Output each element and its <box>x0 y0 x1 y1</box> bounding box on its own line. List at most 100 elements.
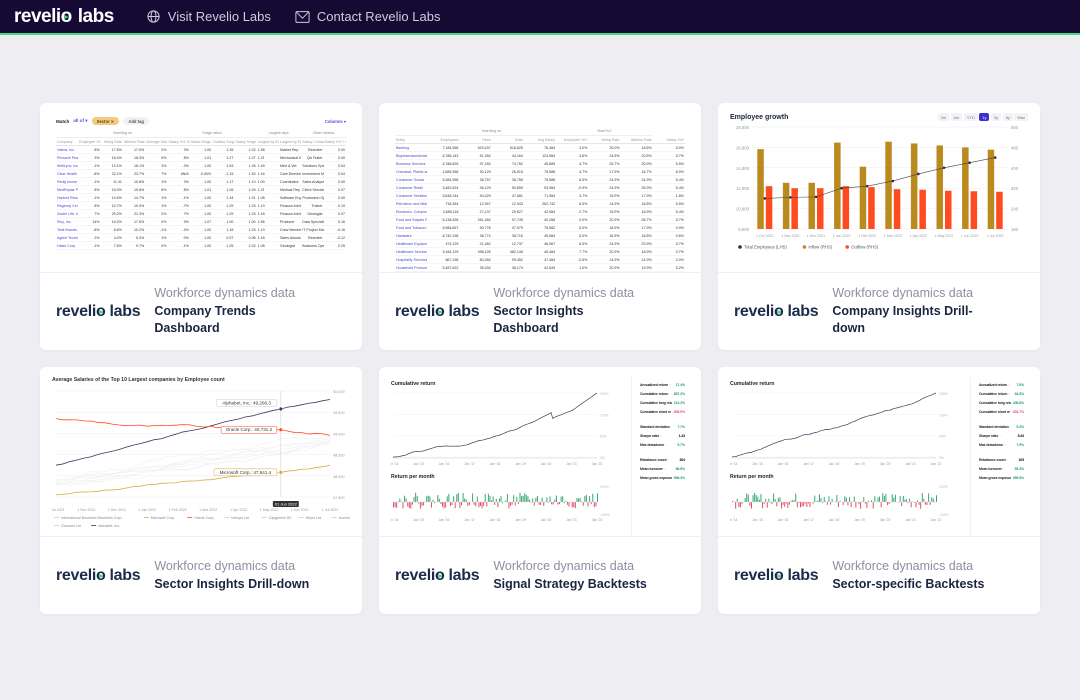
svg-text:Jan '18: Jan '18 <box>829 462 840 466</box>
svg-text:Jan '16: Jan '16 <box>439 518 450 522</box>
svg-text:1 Jun 2022: 1 Jun 2022 <box>291 508 309 512</box>
svg-text:Jan '20: Jan '20 <box>541 518 552 522</box>
svg-text:1 Mar 2022: 1 Mar 2022 <box>884 234 902 238</box>
svg-text:14,800: 14,800 <box>736 166 750 171</box>
svg-text:Infosys Ltd.: Infosys Ltd. <box>231 516 249 520</box>
svg-text:100%: 100% <box>939 485 948 489</box>
svg-text:Jan '20: Jan '20 <box>541 462 552 466</box>
svg-text:Jan '18: Jan '18 <box>829 518 840 522</box>
svg-text:160: 160 <box>1011 227 1019 232</box>
svg-text:01 Jun 2022: 01 Jun 2022 <box>275 502 298 507</box>
svg-text:Jan '17: Jan '17 <box>464 518 475 522</box>
svg-text:Oracle Corp.: Oracle Corp. <box>194 516 214 520</box>
svg-text:Jan '17: Jan '17 <box>803 518 814 522</box>
svg-text:Jan '22: Jan '22 <box>592 518 603 522</box>
svg-text:Jan '21: Jan '21 <box>566 462 577 466</box>
svg-text:1 Jan 2022: 1 Jan 2022 <box>833 234 851 238</box>
svg-text:International Business Machine: International Business Machines Corp. <box>61 516 123 520</box>
svg-text:Jan '15: Jan '15 <box>413 518 424 522</box>
svg-text:Genpact Ltd.: Genpact Ltd. <box>61 524 82 527</box>
svg-text:Jan '21: Jan '21 <box>566 518 577 522</box>
svg-text:1 Apr 2022: 1 Apr 2022 <box>230 508 247 512</box>
svg-text:Microsoft Corp.: 47,541.4: Microsoft Corp.: 47,541.4 <box>220 470 272 475</box>
svg-text:100%: 100% <box>600 413 609 417</box>
svg-text:Alphabet, Inc.: 49,206.3: Alphabet, Inc.: 49,206.3 <box>222 400 271 405</box>
svg-text:-100%: -100% <box>600 513 610 517</box>
svg-text:1 Oct 2021: 1 Oct 2021 <box>756 234 774 238</box>
svg-text:0%: 0% <box>600 456 605 460</box>
svg-text:1 Jul 2022: 1 Jul 2022 <box>987 234 1004 238</box>
svg-text:1 Mar 2022: 1 Mar 2022 <box>199 508 217 512</box>
svg-text:Jan '14: Jan '14 <box>730 462 738 466</box>
svg-text:480: 480 <box>1011 145 1019 150</box>
svg-text:Jan '15: Jan '15 <box>413 462 424 466</box>
svg-text:Jan '15: Jan '15 <box>752 518 763 522</box>
svg-text:Oracle Corp.: 40,731.2: Oracle Corp.: 40,731.2 <box>226 427 273 432</box>
svg-text:150%: 150% <box>600 392 609 396</box>
svg-text:18,800: 18,800 <box>736 125 750 130</box>
svg-text:Jan '20: Jan '20 <box>880 462 891 466</box>
svg-text:1 Nov 2021: 1 Nov 2021 <box>781 234 799 238</box>
svg-text:1 May 2022: 1 May 2022 <box>935 234 954 238</box>
svg-text:Microsoft Corp.: Microsoft Corp. <box>151 516 175 520</box>
svg-text:Capgemini SE: Capgemini SE <box>269 516 293 520</box>
svg-text:240: 240 <box>1011 207 1019 212</box>
svg-text:1 Jan 2022: 1 Jan 2022 <box>138 508 156 512</box>
svg-text:1 Oct 2021: 1 Oct 2021 <box>52 508 65 512</box>
svg-text:1 Jun 2022: 1 Jun 2022 <box>961 234 979 238</box>
svg-text:Jan '16: Jan '16 <box>439 462 450 466</box>
svg-text:Total Employees (LHS): Total Employees (LHS) <box>744 245 787 250</box>
svg-text:Wipro Ltd.: Wipro Ltd. <box>306 516 322 520</box>
svg-text:560: 560 <box>1011 125 1019 130</box>
svg-text:-100%: -100% <box>939 513 949 517</box>
svg-text:Jan '18: Jan '18 <box>490 462 501 466</box>
svg-text:1 Feb 2022: 1 Feb 2022 <box>858 234 876 238</box>
svg-text:1 Nov 2021: 1 Nov 2021 <box>77 508 95 512</box>
svg-text:1 May 2022: 1 May 2022 <box>260 508 279 512</box>
svg-text:1 Dec 2021: 1 Dec 2021 <box>108 508 126 512</box>
svg-text:Accenture Plc: Accenture Plc <box>339 516 350 520</box>
svg-text:49,500: 49,500 <box>333 411 345 415</box>
svg-text:Jan '17: Jan '17 <box>464 462 475 466</box>
svg-text:Jan '22: Jan '22 <box>592 462 603 466</box>
svg-text:Jan '19: Jan '19 <box>854 518 865 522</box>
svg-text:49,000: 49,000 <box>333 432 345 436</box>
svg-text:16,800: 16,800 <box>736 145 750 150</box>
svg-text:Inflow (RHS): Inflow (RHS) <box>808 245 832 250</box>
svg-text:Jan '21: Jan '21 <box>905 518 916 522</box>
svg-text:Jan '14: Jan '14 <box>391 462 399 466</box>
svg-text:1 Dec 2021: 1 Dec 2021 <box>807 234 825 238</box>
svg-text:100%: 100% <box>939 413 948 417</box>
svg-text:150%: 150% <box>939 392 948 396</box>
svg-text:Jan '18: Jan '18 <box>490 518 501 522</box>
svg-text:100%: 100% <box>600 485 609 489</box>
svg-text:Jan '17: Jan '17 <box>803 462 814 466</box>
svg-text:48,000: 48,000 <box>333 475 345 479</box>
svg-text:50,000: 50,000 <box>333 390 345 394</box>
svg-text:8,800: 8,800 <box>738 227 749 232</box>
svg-text:Jan '16: Jan '16 <box>778 518 789 522</box>
svg-text:48,500: 48,500 <box>333 454 345 458</box>
svg-text:1 Apr 2022: 1 Apr 2022 <box>910 234 927 238</box>
svg-text:Jan '16: Jan '16 <box>778 462 789 466</box>
svg-text:Jan '22: Jan '22 <box>931 518 942 522</box>
svg-text:12,800: 12,800 <box>736 186 750 191</box>
svg-text:Jan '22: Jan '22 <box>931 462 942 466</box>
svg-text:320: 320 <box>1011 186 1019 191</box>
svg-text:Jan '14: Jan '14 <box>391 518 399 522</box>
svg-text:Jan '19: Jan '19 <box>515 518 526 522</box>
svg-text:Jan '14: Jan '14 <box>730 518 738 522</box>
svg-text:10,800: 10,800 <box>736 207 750 212</box>
svg-text:Jan '15: Jan '15 <box>752 462 763 466</box>
svg-text:1 Feb 2022: 1 Feb 2022 <box>169 508 187 512</box>
svg-text:400: 400 <box>1011 166 1019 171</box>
svg-text:1 Jul 2022: 1 Jul 2022 <box>322 508 339 512</box>
svg-text:Alphabet, Inc.: Alphabet, Inc. <box>98 524 120 527</box>
svg-text:50%: 50% <box>939 435 946 439</box>
svg-text:Outflow (RHS): Outflow (RHS) <box>851 245 879 250</box>
svg-text:50%: 50% <box>600 435 607 439</box>
svg-text:47,500: 47,500 <box>333 496 345 500</box>
svg-text:Jan '21: Jan '21 <box>905 462 916 466</box>
svg-text:Jan '20: Jan '20 <box>880 518 891 522</box>
svg-text:Jan '19: Jan '19 <box>515 462 526 466</box>
